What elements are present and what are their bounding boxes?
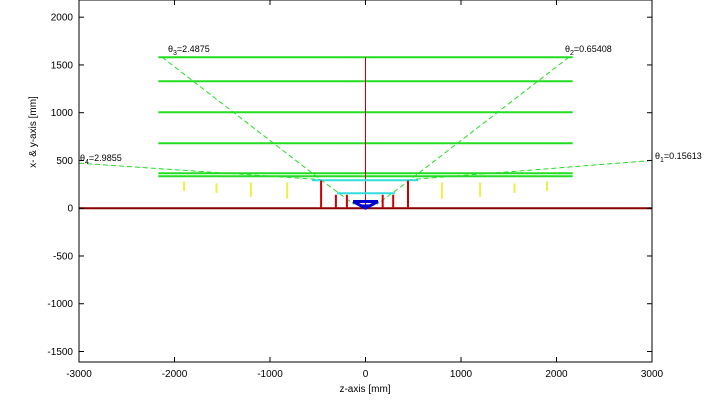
x-tick-label: -2000	[162, 369, 188, 380]
symbol: θ	[168, 44, 173, 54]
y-tick-label: 500	[56, 156, 73, 167]
angle-annotation: θ3=2.4875	[168, 44, 210, 57]
y-tick-label: -1000	[47, 299, 73, 310]
value-text: =0.65408	[574, 44, 612, 54]
x-tick-label: -1000	[257, 369, 283, 380]
x-tick-label: -3000	[66, 369, 92, 380]
symbol: θ	[565, 44, 570, 54]
value-text: =0.15613	[664, 151, 702, 161]
x-tick-label: 3000	[641, 369, 664, 380]
y-tick-label: 1500	[51, 60, 74, 71]
y-tick-label: -1500	[47, 347, 73, 358]
x-tick-label: 2000	[545, 369, 568, 380]
subscript: 3	[173, 50, 177, 57]
symbol: θ	[80, 153, 85, 163]
y-tick-label: 0	[67, 204, 73, 215]
subscript: 1	[660, 157, 664, 164]
data-line	[161, 56, 355, 205]
y-tick-label: 2000	[51, 13, 74, 24]
y-tick-label: -500	[53, 251, 73, 262]
data-line	[78, 162, 321, 181]
value-text: =2.4875	[177, 44, 210, 54]
y-tick-label: 1000	[51, 108, 74, 119]
angle-annotation: θ2=0.65408	[565, 44, 612, 57]
x-axis-label: z-axis [mm]	[339, 384, 390, 395]
data-line	[376, 56, 570, 205]
y-axis-label: x- & y-axis [mm]	[28, 96, 39, 168]
x-tick-label: 0	[363, 369, 369, 380]
angle-annotation: θ1=0.15613	[655, 151, 702, 164]
angle-annotation: θ4=2.9855	[80, 153, 122, 166]
value-text: =2.9855	[89, 153, 122, 163]
symbol: θ	[655, 151, 660, 161]
data-line	[410, 160, 653, 181]
subscript: 4	[85, 159, 89, 166]
x-tick-label: 1000	[450, 369, 473, 380]
data-line	[352, 200, 379, 210]
subscript: 2	[570, 50, 574, 57]
